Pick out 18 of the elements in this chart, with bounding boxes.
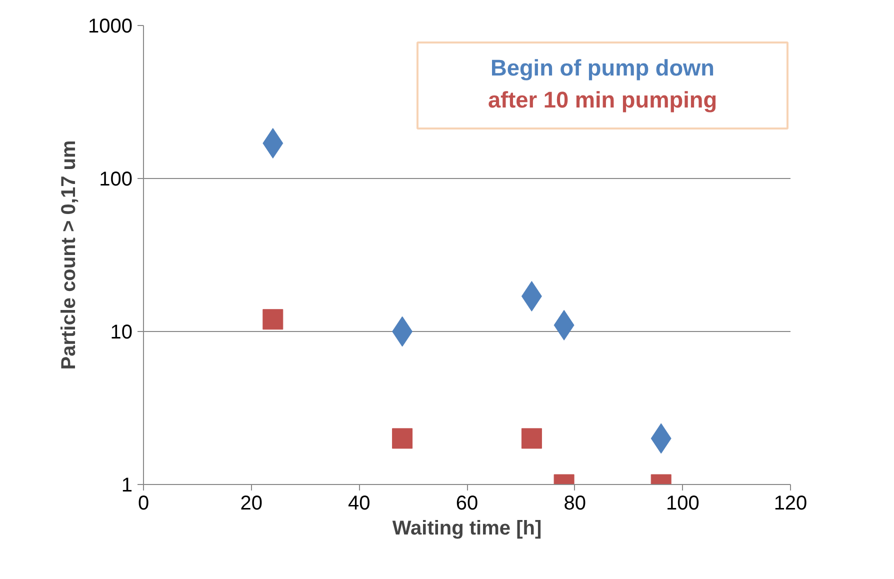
point — [521, 428, 542, 449]
x-tick-label: 60 — [456, 492, 478, 514]
y-tick-label: 1000 — [88, 16, 133, 38]
text: Begin of pump down — [490, 54, 715, 80]
point — [262, 309, 284, 330]
x-tick-label: 100 — [666, 492, 700, 514]
text: after 10 min pumping — [488, 86, 718, 112]
y-tick-label: 100 — [99, 168, 133, 190]
y-tick-label: 1 — [121, 474, 132, 496]
x-tick-label: 120 — [774, 492, 808, 514]
x-tick-label: 20 — [240, 492, 262, 514]
point — [392, 428, 413, 449]
y-tick-label: 10 — [110, 322, 133, 344]
y-axis-title: Particle count > 0,17 um — [58, 140, 80, 370]
x-axis-title: Waiting time [h] — [392, 518, 542, 540]
x-tick-label: 80 — [564, 492, 586, 514]
x-tick-label: 0 — [138, 492, 150, 514]
x-tick-label: 40 — [348, 492, 370, 514]
